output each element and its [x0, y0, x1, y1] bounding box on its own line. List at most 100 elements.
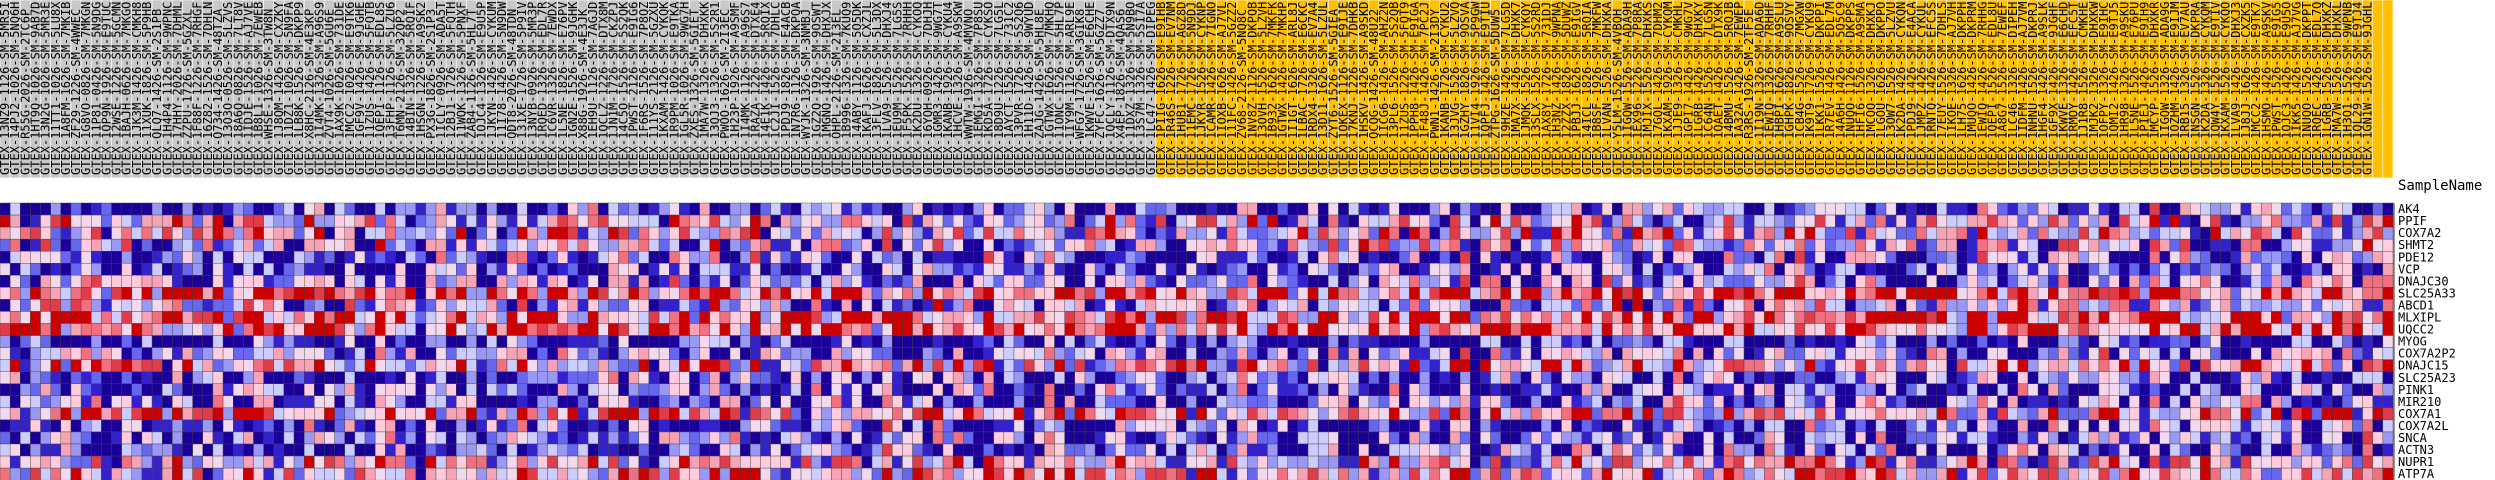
column-label: GTEX-WYJK-1326-SM-3NMBJ — [799, 9, 813, 175]
heatmap-cell — [2311, 238, 2323, 252]
heatmap-cell — [1054, 347, 1065, 360]
heatmap-cell — [2017, 371, 2029, 384]
heatmap-cell — [516, 250, 528, 264]
heatmap-cell — [1388, 226, 1400, 240]
heatmap-cell — [2139, 371, 2150, 384]
heatmap-cell — [2372, 347, 2384, 360]
heatmap-cell — [760, 335, 771, 348]
heatmap-cell — [1652, 275, 1664, 288]
heatmap-cell — [374, 431, 386, 445]
heatmap-cell — [1733, 263, 1745, 276]
column-label: GTEX-1KWVE-1526-SM-E6CHE — [1083, 2, 1097, 175]
heatmap-cell — [1926, 202, 1937, 216]
heatmap-cell — [2260, 238, 2272, 252]
heatmap-cell — [861, 359, 873, 372]
heatmap-cell — [2311, 419, 2323, 433]
heatmap-cell — [1500, 250, 1512, 264]
heatmap-cell — [1307, 263, 1319, 276]
heatmap-cell — [598, 407, 609, 421]
heatmap-cell — [405, 250, 416, 264]
heatmap-cell — [1541, 407, 1552, 421]
heatmap-cell — [1895, 214, 1907, 228]
heatmap-cell — [1409, 226, 1420, 240]
heatmap-cell — [405, 214, 416, 228]
column-label: GTEX-1K2DU-1326-SM-CYKOQ — [911, 2, 925, 175]
heatmap-cell — [1226, 347, 1238, 360]
heatmap-cell — [1105, 335, 1116, 348]
heatmap-cell — [1074, 383, 1086, 397]
heatmap-cell — [1926, 275, 1937, 288]
heatmap-cell — [2240, 359, 2252, 372]
heatmap-cell — [131, 419, 143, 433]
heatmap-cell — [111, 431, 122, 445]
heatmap-cell — [1510, 299, 1522, 312]
heatmap-cell — [1226, 335, 1238, 348]
heatmap-cell — [9, 407, 21, 421]
heatmap-cell — [638, 263, 650, 276]
heatmap-cell — [1186, 323, 1197, 336]
heatmap-cell — [1906, 395, 1917, 409]
heatmap-cell — [1713, 383, 1724, 397]
heatmap-cell — [1591, 359, 1603, 372]
heatmap-cell — [1054, 323, 1065, 336]
heatmap-cell — [1297, 371, 1309, 384]
heatmap-cell — [40, 395, 51, 409]
heatmap-cell — [1571, 238, 1583, 252]
heatmap-cell — [1013, 202, 1025, 216]
heatmap-cell — [810, 226, 822, 240]
heatmap-cell — [385, 263, 396, 276]
heatmap-cell — [1753, 419, 1765, 433]
heatmap-cell — [1652, 202, 1664, 216]
heatmap-cell — [2230, 263, 2242, 276]
heatmap-cell — [1652, 407, 1664, 421]
heatmap-cell — [243, 214, 254, 228]
heatmap-cell — [253, 347, 264, 360]
heatmap-cell — [1865, 202, 1877, 216]
heatmap-cell — [1338, 226, 1349, 240]
heatmap-cell — [20, 347, 31, 360]
heatmap-cell — [1419, 238, 1430, 252]
heatmap-cell — [385, 335, 396, 348]
heatmap-cell — [719, 359, 731, 372]
heatmap-cell — [172, 299, 183, 312]
heatmap-cell — [1885, 287, 1897, 300]
heatmap-cell — [314, 299, 325, 312]
heatmap-cell — [922, 347, 934, 360]
heatmap-cell — [162, 419, 173, 433]
heatmap-cell — [212, 214, 224, 228]
heatmap-cell — [40, 311, 51, 324]
heatmap-cell — [557, 383, 569, 397]
heatmap-cell — [1388, 359, 1400, 372]
heatmap-cell — [1378, 287, 1390, 300]
heatmap-cell — [2108, 335, 2120, 348]
heatmap-cell — [334, 238, 345, 252]
heatmap-cell — [709, 263, 721, 276]
heatmap-cell — [2372, 335, 2384, 348]
heatmap-cell — [577, 323, 589, 336]
heatmap-cell — [1490, 383, 1501, 397]
heatmap-cell — [871, 335, 883, 348]
heatmap-cell — [2210, 335, 2221, 348]
heatmap-cell — [1439, 238, 1451, 252]
heatmap-cell — [851, 407, 863, 421]
heatmap-cell — [1216, 311, 1228, 324]
heatmap-cell — [973, 263, 984, 276]
heatmap-cell — [2240, 395, 2252, 409]
heatmap-cell — [506, 214, 518, 228]
heatmap-cell — [60, 202, 72, 216]
heatmap-cell — [1642, 226, 1653, 240]
heatmap-cell — [496, 371, 508, 384]
heatmap-cell — [222, 202, 234, 216]
heatmap-cell — [1530, 226, 1542, 240]
heatmap-cell — [912, 347, 923, 360]
column-label: GTEX-1MA7X-1426-SM-DHXK7 — [1509, 2, 1523, 175]
heatmap-cell — [111, 263, 122, 276]
heatmap-cell — [2098, 250, 2110, 264]
heatmap-cell — [547, 371, 558, 384]
heatmap-cell — [1612, 250, 1623, 264]
heatmap-cell — [80, 419, 92, 433]
heatmap-cell — [1774, 311, 1785, 324]
heatmap-cell — [243, 323, 254, 336]
heatmap-cell — [314, 275, 325, 288]
heatmap-cell — [2190, 250, 2201, 264]
